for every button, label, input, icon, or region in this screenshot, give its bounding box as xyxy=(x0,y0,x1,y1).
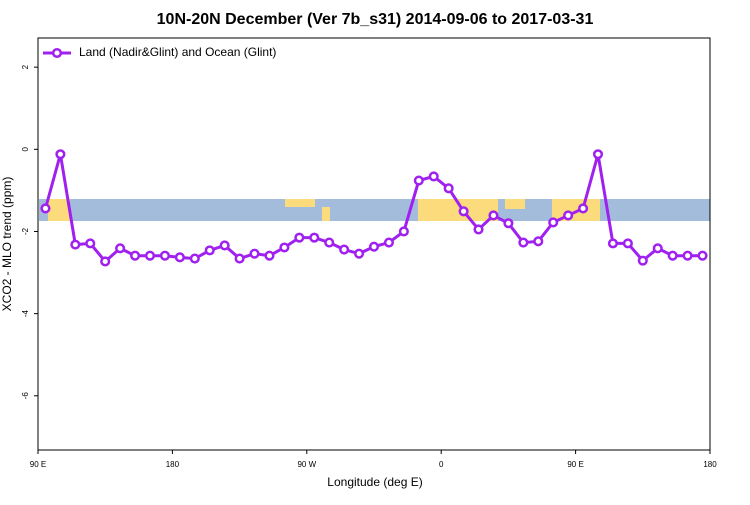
x-tick-label: 90 W xyxy=(297,460,316,469)
data-point xyxy=(309,232,320,243)
data-point xyxy=(70,239,81,250)
data-point xyxy=(100,256,111,267)
y-tick-label: -2 xyxy=(21,227,30,235)
data-point xyxy=(548,217,559,228)
data-point xyxy=(55,149,66,160)
data-point xyxy=(383,237,394,248)
data-point xyxy=(592,149,604,160)
map-stripe xyxy=(39,199,710,221)
x-axis-label: Longitude (deg E) xyxy=(327,475,422,489)
x-tick-label: 90 E xyxy=(567,460,583,469)
data-point xyxy=(85,238,96,249)
x-tick-label: 180 xyxy=(703,460,717,469)
y-tick-label: -6 xyxy=(21,392,30,400)
y-axis-label: XCO2 - MLO trend (ppm) xyxy=(0,177,14,312)
data-point xyxy=(264,250,275,261)
data-point xyxy=(622,238,633,249)
data-point xyxy=(428,171,439,182)
data-point xyxy=(294,232,305,243)
data-point xyxy=(413,175,424,186)
data-point xyxy=(667,250,678,261)
legend-marker xyxy=(51,47,63,59)
data-point xyxy=(443,183,454,194)
x-tick-label: 0 xyxy=(439,460,444,469)
data-point xyxy=(40,203,51,214)
data-point xyxy=(488,210,499,221)
plot-frame xyxy=(37,37,711,451)
data-point xyxy=(697,250,708,261)
chart-title: 10N-20N December (Ver 7b_s31) 2014-09-06… xyxy=(157,11,594,28)
y-tick-label: 0 xyxy=(21,147,30,152)
data-point xyxy=(503,218,514,229)
data-point xyxy=(234,253,245,264)
data-point xyxy=(219,240,230,251)
data-point xyxy=(174,252,185,263)
data-point xyxy=(533,236,544,247)
data-point xyxy=(368,241,380,252)
data-point xyxy=(189,253,200,264)
data-point xyxy=(652,243,663,254)
data-point xyxy=(204,245,215,256)
data-point xyxy=(144,250,156,261)
data-point xyxy=(578,203,589,214)
data-point xyxy=(458,206,469,217)
data-point xyxy=(354,248,365,259)
data-point xyxy=(473,224,484,235)
data-point xyxy=(563,210,574,221)
data-point xyxy=(324,237,335,248)
y-tick-label: -4 xyxy=(21,310,30,318)
data-point xyxy=(398,226,409,237)
data-point xyxy=(130,250,141,261)
x-tick-label: 90 E xyxy=(30,460,46,469)
y-tick-label: 2 xyxy=(21,64,30,69)
data-point xyxy=(279,242,290,253)
data-point xyxy=(682,250,693,261)
data-point xyxy=(637,255,648,266)
data-point xyxy=(339,244,350,255)
data-point xyxy=(159,250,170,261)
x-tick-label: 180 xyxy=(166,460,180,469)
data-point xyxy=(518,237,529,248)
data-point xyxy=(115,243,126,254)
data-point xyxy=(607,238,618,249)
legend-label: Land (Nadir&Glint) and Ocean (Glint) xyxy=(79,45,276,59)
data-point xyxy=(249,248,260,259)
